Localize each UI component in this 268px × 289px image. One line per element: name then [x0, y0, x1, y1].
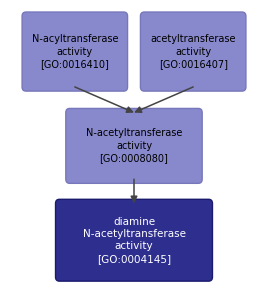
Text: diamine
N-acetyltransferase
activity
[GO:0004145]: diamine N-acetyltransferase activity [GO… [83, 217, 185, 264]
Text: acetyltransferase
activity
[GO:0016407]: acetyltransferase activity [GO:0016407] [150, 34, 236, 69]
FancyBboxPatch shape [66, 108, 202, 183]
FancyBboxPatch shape [22, 12, 128, 91]
Text: N-acetyltransferase
activity
[GO:0008080]: N-acetyltransferase activity [GO:0008080… [86, 129, 182, 163]
FancyBboxPatch shape [55, 199, 213, 281]
FancyBboxPatch shape [140, 12, 246, 91]
Text: N-acyltransferase
activity
[GO:0016410]: N-acyltransferase activity [GO:0016410] [32, 34, 118, 69]
